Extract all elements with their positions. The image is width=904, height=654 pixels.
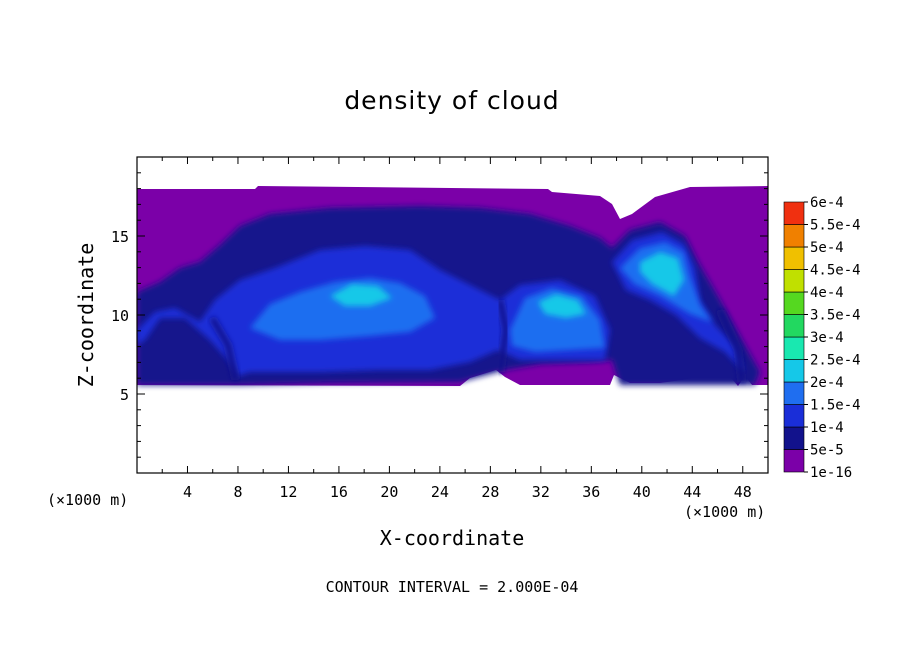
colorbar-label: 1e-16 bbox=[810, 465, 852, 481]
colorbar-swatch bbox=[783, 246, 805, 270]
colorbar-swatch bbox=[783, 336, 805, 360]
colorbar-swatch bbox=[783, 314, 805, 338]
x-tick-label: 44 bbox=[683, 483, 701, 501]
x-tick-label: 4 bbox=[183, 483, 192, 501]
colorbar-swatch bbox=[783, 426, 805, 450]
x-tick-label: 36 bbox=[582, 483, 600, 501]
x-unit-label-left: (×1000 m) bbox=[47, 491, 129, 509]
y-tick-label: 10 bbox=[111, 307, 129, 325]
contour-interval-note: CONTOUR INTERVAL = 2.000E-04 bbox=[325, 578, 579, 596]
cloud-peak-1 bbox=[330, 284, 392, 306]
colorbar-label: 2e-4 bbox=[810, 375, 844, 391]
x-tick-label: 8 bbox=[233, 483, 242, 501]
colorbar-label: 3.5e-4 bbox=[810, 308, 861, 324]
downdraft-streak-2 bbox=[497, 299, 510, 373]
heatmap-field bbox=[137, 186, 768, 386]
y-tick-label: 5 bbox=[120, 386, 129, 404]
colorbar-label: 1.5e-4 bbox=[810, 398, 861, 414]
colorbar-label: 4.5e-4 bbox=[810, 263, 861, 279]
x-axis-label: X-coordinate bbox=[379, 526, 525, 550]
x-tick-label: 28 bbox=[481, 483, 499, 501]
colorbar-label: 1e-4 bbox=[810, 420, 844, 436]
colorbar-swatch bbox=[783, 224, 805, 248]
x-tick-label: 48 bbox=[734, 483, 752, 501]
y-axis-label: Z-coordinate bbox=[74, 242, 98, 388]
cloud-core-light bbox=[250, 278, 435, 340]
x-tick-label: 12 bbox=[279, 483, 297, 501]
colorbar-label: 4e-4 bbox=[810, 285, 844, 301]
x-axis-ticks: 4 8 12 16 20 24 28 32 36 40 44 48 bbox=[161, 157, 752, 501]
colorbar-label: 5e-5 bbox=[810, 443, 844, 459]
x-tick-label: 32 bbox=[532, 483, 550, 501]
x-tick-label: 20 bbox=[380, 483, 398, 501]
x-tick-label: 40 bbox=[633, 483, 651, 501]
colorbar-label: 2.5e-4 bbox=[810, 353, 861, 369]
colorbar-label: 3e-4 bbox=[810, 330, 844, 346]
colorbar-label: 6e-4 bbox=[810, 195, 844, 211]
cloud-peak-3 bbox=[640, 252, 684, 296]
colorbar-label: 5e-4 bbox=[810, 240, 844, 256]
cloud-peak-2 bbox=[538, 294, 586, 318]
y-axis-ticks: 5 10 15 bbox=[111, 172, 768, 458]
chart-title: density of cloud bbox=[344, 86, 560, 115]
colorbar: 1e-16 5e-5 1e-4 1.5e-4 2e-4 2.5e-4 3e-4 3.5e-4 4… bbox=[783, 195, 861, 481]
colorbar-swatch bbox=[783, 269, 805, 293]
colorbar-swatch bbox=[783, 449, 805, 473]
colorbar-swatch bbox=[783, 381, 805, 405]
colorbar-swatch bbox=[783, 201, 805, 225]
y-tick-label: 15 bbox=[111, 228, 129, 246]
colorbar-swatch bbox=[783, 359, 805, 383]
downdraft-streak-3 bbox=[717, 308, 745, 383]
cloud-core-light-2 bbox=[510, 288, 605, 352]
x-tick-label: 16 bbox=[330, 483, 348, 501]
x-unit-label-right: (×1000 m) bbox=[684, 503, 766, 521]
colorbar-label: 5.5e-4 bbox=[810, 218, 861, 234]
colorbar-swatch bbox=[783, 291, 805, 315]
downdraft-streak-1 bbox=[209, 316, 239, 381]
colorbar-swatch bbox=[783, 404, 805, 428]
x-tick-label: 24 bbox=[431, 483, 449, 501]
